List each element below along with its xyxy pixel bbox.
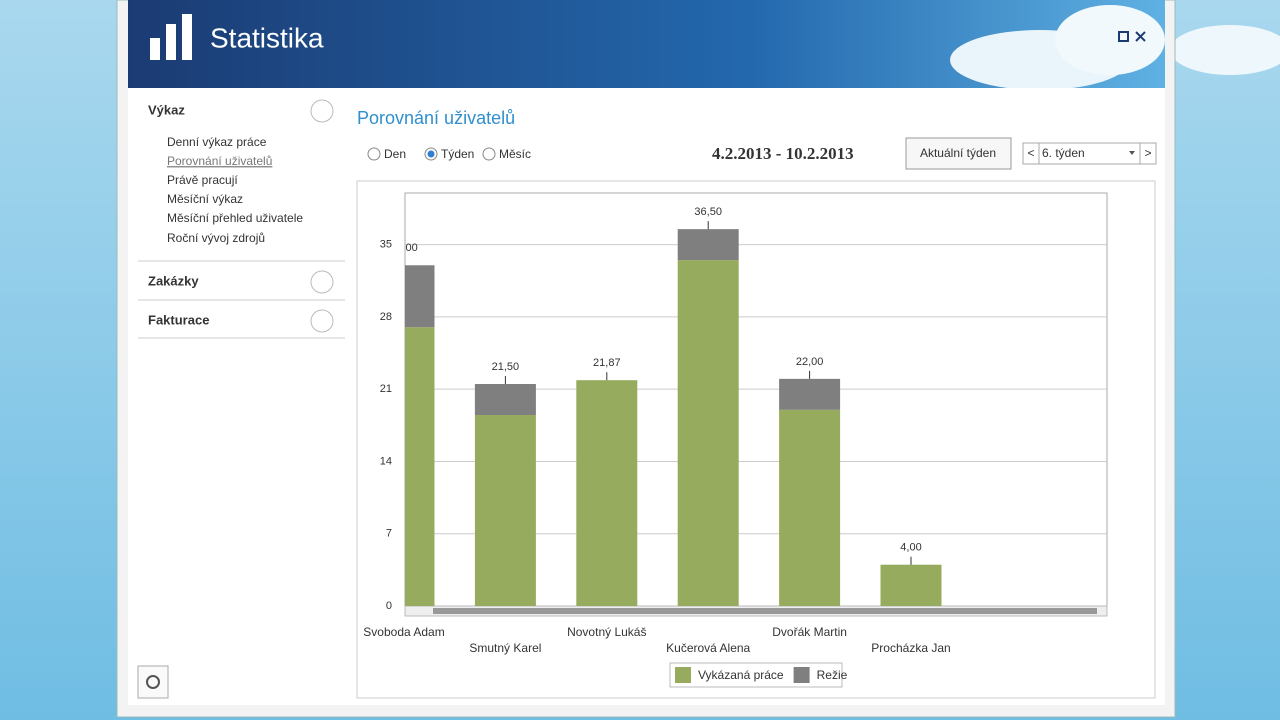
bar-segment [405, 265, 435, 328]
y-tick-label: 7 [386, 528, 392, 540]
bar-segment [779, 378, 841, 410]
nav-item[interactable]: Porovnání uživatelů [167, 154, 272, 168]
section-title[interactable]: Zakázky [148, 273, 199, 288]
bar-segment [474, 414, 536, 606]
nav-item[interactable]: Právě pracují [167, 173, 238, 187]
bar-segment [779, 409, 841, 606]
next-week-button[interactable] [1139, 142, 1157, 165]
nav-item[interactable]: Měsíční přehled uživatele [167, 211, 303, 225]
y-tick-label: 0 [386, 600, 392, 612]
logo [150, 14, 192, 60]
y-tick-label: 35 [380, 239, 392, 251]
radio-label: Týden [441, 147, 474, 161]
close-button[interactable] [1135, 31, 1146, 42]
cloud [1170, 25, 1280, 75]
total-label: 4,00 [900, 542, 921, 554]
app-title: Statistika [210, 22, 324, 53]
radio-label: Den [384, 147, 406, 161]
maximize-button[interactable] [1118, 31, 1129, 42]
expand-icon[interactable] [310, 309, 334, 333]
legend-swatch [793, 667, 810, 683]
button-label: Aktuální týden [920, 146, 996, 160]
radio-label: Měsíc [499, 147, 531, 161]
bar-segment [677, 260, 739, 606]
radio-dot [427, 150, 435, 158]
legend-label: Režie [817, 668, 848, 682]
bar-segment [576, 380, 638, 606]
dropdown-arrow [1129, 151, 1135, 155]
section-title[interactable]: Výkaz [148, 102, 185, 117]
total-label: 22,00 [796, 356, 824, 368]
x-tick-label: Smutný Karel [469, 641, 541, 655]
total-label: 21,50 [492, 361, 520, 373]
current-week-button[interactable] [905, 137, 1012, 170]
plot-clip: 33,00 21,50 21,87 36,50 22,00 4,00 [390, 206, 942, 606]
prev-label: < [1027, 146, 1034, 160]
total-label: 21,87 [593, 357, 621, 369]
x-tick-label: Procházka Jan [871, 641, 950, 655]
scroll-thumb[interactable] [433, 608, 1097, 614]
radio[interactable] [367, 147, 381, 161]
nav-item[interactable]: Denní výkaz práce [167, 135, 267, 149]
total-label: 36,50 [694, 206, 722, 218]
total-label: 33,00 [390, 242, 418, 254]
y-tick-label: 21 [380, 383, 392, 395]
cloud [1055, 5, 1165, 75]
week-select-value: 6. týden [1042, 146, 1085, 160]
radio[interactable] [482, 147, 496, 161]
refresh-icon [146, 675, 160, 689]
nav-item[interactable]: Roční vývoj zdrojů [167, 231, 265, 245]
nav-item[interactable]: Měsíční výkaz [167, 192, 243, 206]
x-tick-label: Kučerová Alena [666, 641, 750, 655]
legend-swatch [675, 667, 691, 683]
bar-segment [880, 564, 942, 606]
x-tick-label: Svoboda Adam [363, 625, 444, 639]
x-tick-label: Dvořák Martin [772, 625, 847, 639]
collapse-icon[interactable] [310, 99, 334, 123]
x-tick-label: Novotný Lukáš [567, 625, 646, 639]
page-title: Porovnání uživatelů [357, 108, 515, 128]
legend-box [669, 662, 843, 688]
bar-segment [405, 327, 435, 606]
section-title[interactable]: Fakturace [148, 312, 209, 327]
y-tick-label: 28 [380, 311, 392, 323]
date-range: 4.2.2013 - 10.2.2013 [712, 144, 854, 163]
next-label: > [1144, 146, 1151, 160]
bar-segment [474, 384, 536, 415]
legend-label: Vykázaná práce [698, 668, 784, 682]
refresh-button[interactable] [137, 665, 169, 699]
expand-icon[interactable] [310, 270, 334, 294]
y-tick-label: 14 [380, 455, 392, 467]
bar-segment [677, 229, 739, 261]
